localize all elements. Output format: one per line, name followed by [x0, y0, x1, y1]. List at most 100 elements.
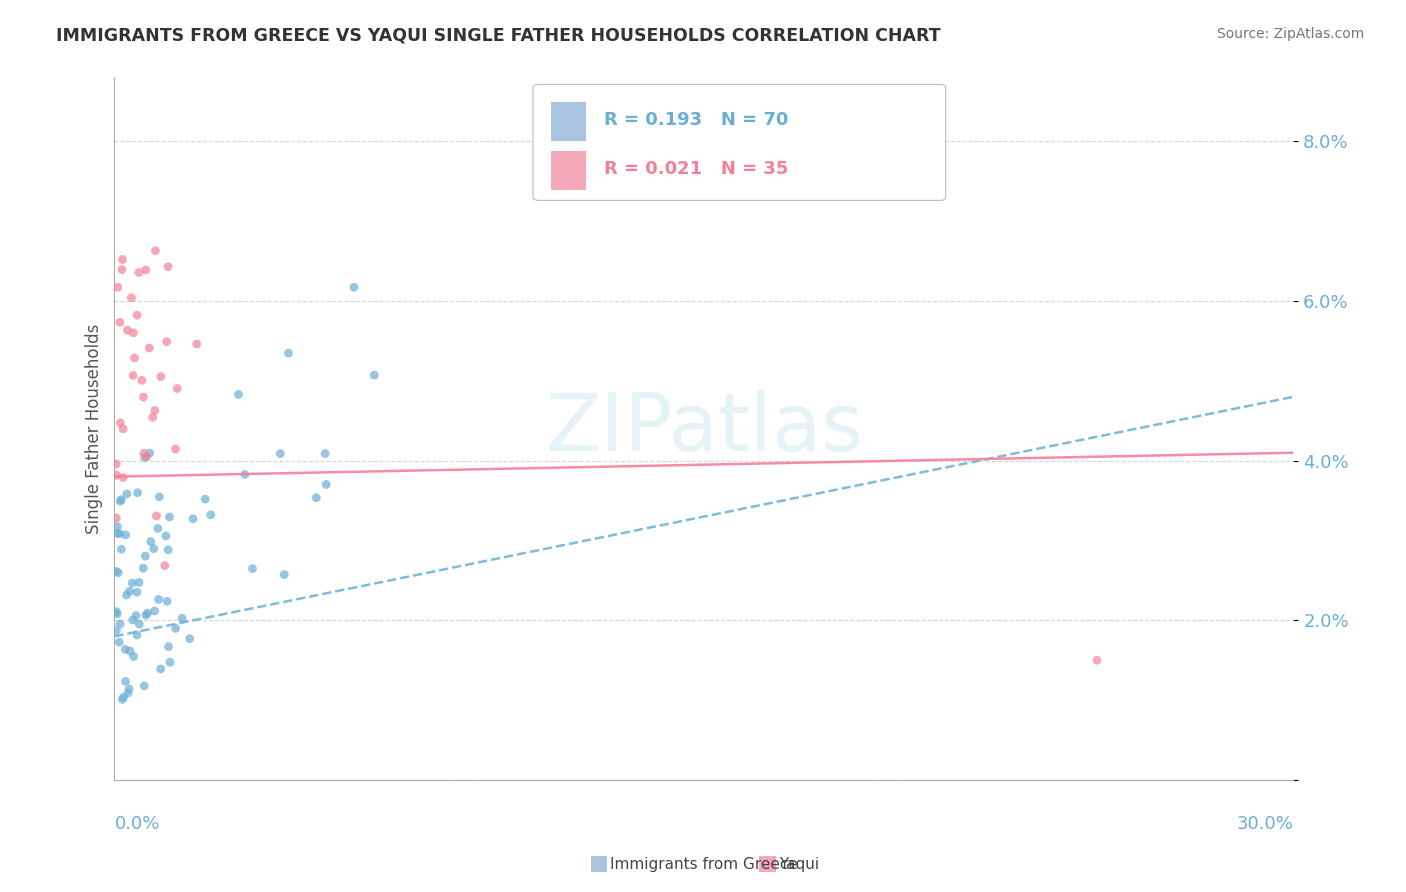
- Point: [135, 263, 157, 277]
- Point: [127, 485, 149, 500]
- Point: [132, 561, 155, 575]
- Point: [105, 511, 128, 525]
- Point: [121, 613, 143, 627]
- Point: [105, 519, 128, 533]
- Point: [134, 450, 156, 465]
- Point: [145, 244, 167, 258]
- Point: [148, 592, 170, 607]
- Point: [172, 611, 194, 625]
- Point: [269, 446, 291, 460]
- Point: [156, 334, 179, 349]
- Point: [156, 594, 179, 608]
- Point: [115, 487, 138, 501]
- Point: [277, 346, 299, 360]
- Point: [105, 605, 128, 619]
- Point: [110, 416, 132, 430]
- Point: [179, 632, 201, 646]
- Point: [314, 447, 336, 461]
- Point: [132, 446, 155, 460]
- Point: [110, 494, 132, 508]
- Point: [122, 368, 145, 383]
- Point: [134, 549, 156, 563]
- Point: [146, 521, 169, 535]
- Point: [131, 373, 153, 387]
- Text: ZIPatlas: ZIPatlas: [546, 390, 863, 467]
- Point: [233, 467, 256, 482]
- Text: Immigrants from Greece: Immigrants from Greece: [610, 857, 799, 871]
- Point: [194, 492, 217, 507]
- Point: [128, 575, 150, 590]
- Point: [142, 410, 165, 425]
- Point: [181, 512, 204, 526]
- Point: [127, 308, 149, 322]
- Point: [108, 617, 131, 632]
- Point: [143, 604, 166, 618]
- Point: [105, 607, 128, 621]
- Point: [107, 526, 129, 541]
- Point: [200, 508, 222, 522]
- Point: [157, 510, 180, 524]
- Point: [107, 566, 129, 580]
- Point: [143, 403, 166, 417]
- Point: [125, 585, 148, 599]
- Y-axis label: Single Father Households: Single Father Households: [86, 324, 103, 534]
- Text: 30.0%: 30.0%: [1237, 815, 1294, 833]
- Point: [145, 508, 167, 523]
- Point: [105, 624, 128, 638]
- Point: [273, 567, 295, 582]
- Point: [111, 252, 134, 267]
- Point: [118, 681, 141, 696]
- Point: [315, 477, 337, 491]
- Point: [135, 450, 157, 464]
- Point: [107, 280, 129, 294]
- Point: [115, 588, 138, 602]
- Point: [128, 617, 150, 632]
- Point: [363, 368, 385, 383]
- Point: [148, 490, 170, 504]
- Point: [128, 265, 150, 279]
- Text: R = 0.021   N = 35: R = 0.021 N = 35: [603, 160, 789, 178]
- Point: [142, 541, 165, 556]
- Point: [136, 606, 159, 620]
- Point: [157, 542, 180, 557]
- Point: [112, 690, 135, 705]
- Point: [117, 686, 139, 700]
- Point: [166, 381, 188, 395]
- Point: [105, 565, 128, 579]
- FancyBboxPatch shape: [551, 152, 586, 190]
- FancyBboxPatch shape: [533, 85, 946, 201]
- Point: [155, 529, 177, 543]
- Point: [125, 628, 148, 642]
- Point: [186, 337, 208, 351]
- Point: [165, 621, 187, 635]
- Text: Yaqui: Yaqui: [779, 857, 820, 871]
- Text: 0.0%: 0.0%: [114, 815, 160, 833]
- Text: R = 0.193   N = 70: R = 0.193 N = 70: [603, 111, 789, 128]
- Point: [122, 649, 145, 664]
- Point: [165, 442, 187, 456]
- Point: [153, 558, 176, 573]
- Text: Source: ZipAtlas.com: Source: ZipAtlas.com: [1216, 27, 1364, 41]
- Point: [118, 584, 141, 599]
- Point: [134, 679, 156, 693]
- Point: [149, 662, 172, 676]
- Point: [159, 655, 181, 669]
- Point: [112, 470, 135, 484]
- Point: [138, 341, 160, 355]
- Point: [114, 674, 136, 689]
- Point: [157, 260, 180, 274]
- Point: [124, 351, 146, 365]
- Point: [149, 369, 172, 384]
- Point: [132, 390, 155, 404]
- Point: [135, 608, 157, 623]
- Point: [138, 446, 160, 460]
- Point: [114, 642, 136, 657]
- Point: [1085, 653, 1108, 667]
- Point: [157, 640, 180, 654]
- Point: [108, 526, 131, 541]
- Point: [105, 457, 128, 471]
- Point: [139, 534, 162, 549]
- FancyBboxPatch shape: [551, 102, 586, 141]
- Point: [125, 608, 148, 623]
- Point: [114, 528, 136, 542]
